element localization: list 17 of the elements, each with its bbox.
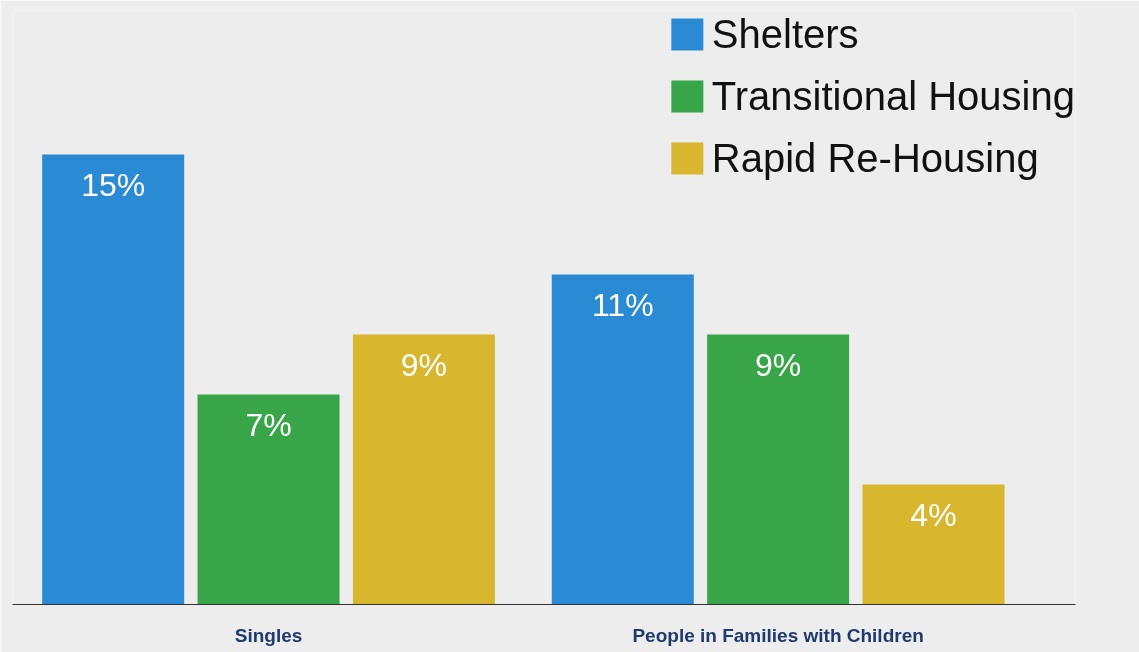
data-label: 7% [245, 406, 292, 443]
bar [352, 334, 495, 605]
bar [197, 394, 340, 605]
bar [42, 154, 185, 605]
data-label: 15% [81, 166, 146, 203]
data-label: 9% [400, 346, 448, 383]
data-label: 9% [755, 346, 802, 383]
x-tick-label: People in Families with Children [632, 624, 924, 646]
legend-label: Transitional Housing [711, 72, 1075, 120]
data-label: 11% [591, 286, 654, 323]
bar [862, 484, 1005, 605]
bar [707, 334, 850, 605]
x-tick-label: Singles [234, 624, 303, 646]
bar [551, 274, 694, 605]
legend-label: Shelters [711, 10, 859, 58]
legend-label: Rapid Re-Housing [711, 134, 1039, 182]
data-label: 4% [910, 496, 957, 533]
